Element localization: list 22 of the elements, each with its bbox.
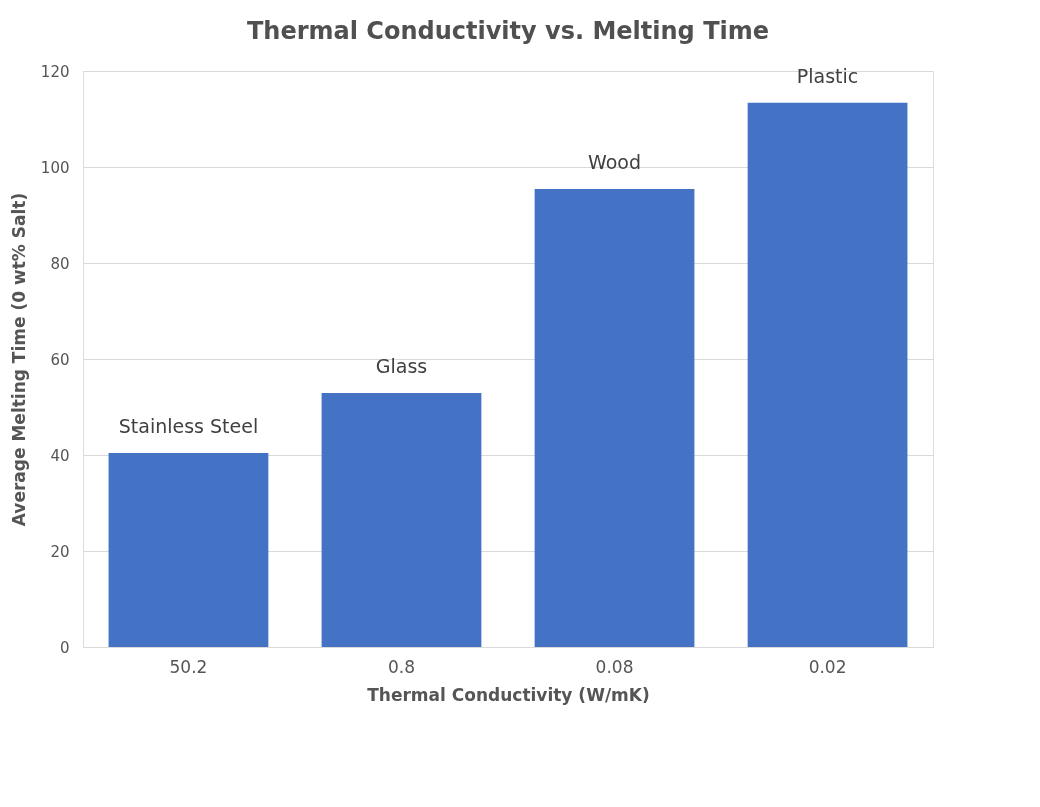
annotation: Plastic (796, 64, 859, 87)
x-tick-label: 50.2 (169, 656, 208, 677)
bar (747, 102, 908, 647)
annotation: Glass (375, 355, 428, 378)
y-tick-label: 40 (50, 446, 70, 465)
y-tick-label: 0 (59, 638, 70, 657)
bar (321, 393, 482, 647)
bar (534, 189, 695, 647)
bar (108, 453, 269, 647)
x-tick-label: 0.02 (808, 656, 847, 677)
y-tick-label: 80 (50, 254, 70, 273)
y-tick-label: 120 (40, 62, 70, 81)
annotation: Stainless Steel (118, 415, 259, 438)
y-tick-label: 100 (40, 158, 70, 177)
x-axis-title: Thermal Conductivity (W/mK) (367, 684, 650, 705)
annotation: Wood (588, 151, 642, 174)
y-tick-label: 20 (50, 542, 70, 561)
y-axis-title: Average Melting Time (0 wt% Salt) (8, 192, 29, 527)
chart-title: Thermal Conductivity vs. Melting Time (246, 17, 770, 45)
x-tick-label: 0.8 (387, 656, 416, 677)
x-tick-label: 0.08 (595, 656, 634, 677)
y-tick-label: 60 (50, 350, 70, 369)
